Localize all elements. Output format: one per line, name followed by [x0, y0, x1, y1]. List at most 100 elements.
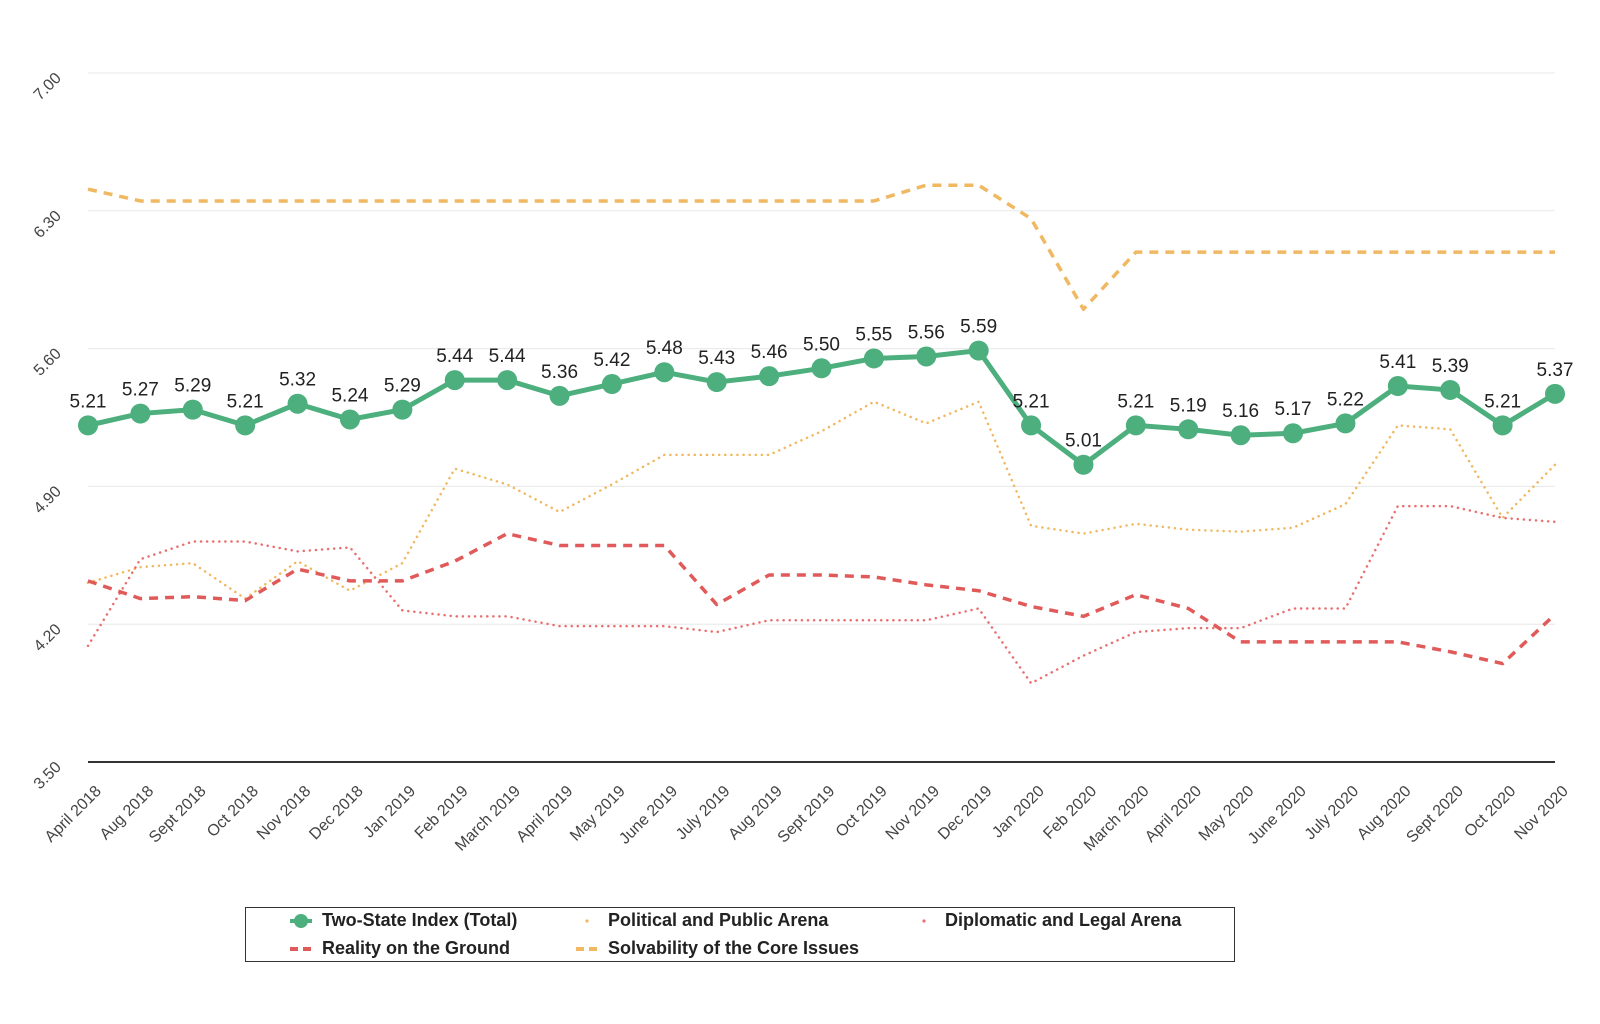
x-tick-label: Sept 2018: [146, 783, 210, 847]
legend-item-diplomatic-legal-arena[interactable]: Diplomatic and Legal Arena: [911, 910, 1181, 931]
y-tick-label: 7.00: [31, 70, 65, 104]
data-point: [549, 385, 570, 406]
legend: Two-State Index (Total) Political and Pu…: [245, 907, 1235, 962]
data-point: [1387, 376, 1408, 397]
series-line-political-and-public-arena: [86, 400, 1557, 600]
data-label: 5.50: [803, 334, 840, 355]
series-line-solvability-of-the-core-issues: [87, 183, 1555, 311]
data-label: 5.59: [960, 317, 997, 338]
x-tick-label: July 2019: [673, 783, 734, 844]
legend-item-reality-on-ground[interactable]: Reality on the Ground: [288, 938, 510, 959]
x-tick-label: Nov 2019: [883, 783, 944, 844]
legend-label: Two-State Index (Total): [322, 910, 518, 930]
data-point: [863, 348, 884, 369]
x-tick-label: Nov 2018: [254, 783, 315, 844]
x-tick-label: Jan 2020: [989, 783, 1048, 842]
data-point: [287, 393, 308, 414]
data-point: [601, 374, 622, 395]
data-point: [1492, 415, 1513, 436]
legend-marker-solid-circle-icon: [290, 913, 312, 928]
data-label: 5.29: [174, 376, 211, 397]
data-label: 5.39: [1432, 356, 1469, 377]
legend-item-two-state-index[interactable]: Two-State Index (Total): [288, 910, 517, 931]
data-label: 5.21: [1484, 391, 1521, 412]
x-tick-label: April 2018: [42, 783, 105, 846]
x-tick-label: April 2020: [1142, 783, 1205, 846]
y-tick-label: 6.30: [31, 208, 65, 242]
legend-label: Diplomatic and Legal Arena: [945, 910, 1182, 930]
data-point: [444, 370, 465, 391]
data-label: 5.29: [384, 376, 421, 397]
series-markers: [78, 340, 1565, 475]
x-tick-label: Jan 2019: [361, 783, 420, 842]
data-point: [968, 340, 989, 361]
data-point: [759, 366, 780, 387]
legend-marker-dot-icon: [922, 918, 926, 923]
data-label: 5.44: [489, 346, 526, 367]
data-point: [1335, 413, 1356, 434]
x-tick-label: Nov 2020: [1511, 783, 1572, 844]
x-tick-label: Dec 2018: [306, 783, 367, 844]
y-tick-label: 4.90: [31, 483, 65, 517]
data-point: [916, 346, 937, 367]
data-labels: 5.21 5.27 5.29 5.21 5.32 5.24 5.29 5.44 5.44 5.36…: [70, 317, 1574, 452]
legend-marker-dash-icon: [290, 946, 312, 951]
data-point: [497, 370, 518, 391]
data-label: 5.21: [227, 391, 264, 412]
data-label: 5.16: [1222, 401, 1259, 422]
data-point: [182, 399, 203, 420]
data-label: 5.19: [1170, 395, 1207, 416]
data-label: 5.42: [593, 350, 630, 371]
data-point: [1021, 415, 1042, 436]
data-label: 5.43: [698, 348, 735, 369]
data-point: [392, 399, 413, 420]
data-label: 5.21: [70, 391, 107, 412]
y-axis-ticks: 3.50 4.20 4.90 5.60 6.30 7.00: [31, 70, 65, 793]
x-tick-label: Dec 2019: [935, 783, 996, 844]
x-tick-label: Sept 2020: [1403, 783, 1467, 847]
legend-label: Political and Public Arena: [608, 910, 829, 930]
data-point: [1230, 425, 1251, 446]
data-point: [235, 415, 256, 436]
data-point: [811, 358, 832, 379]
data-point: [1178, 419, 1199, 440]
data-point: [1545, 383, 1565, 404]
data-label: 5.55: [855, 324, 892, 345]
data-point: [339, 409, 360, 430]
data-label: 5.56: [908, 322, 945, 343]
legend-label: Solvability of the Core Issues: [608, 938, 860, 958]
data-label: 5.17: [1275, 399, 1312, 420]
legend-label: Reality on the Ground: [322, 938, 511, 958]
data-label: 5.37: [1537, 360, 1574, 381]
data-point: [706, 372, 727, 393]
legend-item-solvability-core-issues[interactable]: Solvability of the Core Issues: [574, 938, 859, 959]
data-label: 5.21: [1013, 391, 1050, 412]
legend-marker-dash-icon: [576, 946, 598, 951]
data-point: [1283, 423, 1304, 444]
data-point: [78, 415, 98, 436]
data-label: 5.22: [1327, 389, 1364, 410]
data-point: [654, 362, 675, 383]
data-label: 5.44: [436, 346, 473, 367]
data-label: 5.46: [751, 342, 788, 363]
y-tick-label: 3.50: [31, 759, 65, 793]
data-label: 5.36: [541, 362, 578, 383]
series-line-reality-on-the-ground: [87, 531, 1557, 666]
data-point: [1073, 454, 1094, 475]
data-label: 5.21: [1117, 391, 1154, 412]
grid-lines: [88, 72, 1555, 625]
data-point: [1125, 415, 1146, 436]
x-tick-label: Sept 2019: [775, 783, 839, 847]
data-label: 5.27: [122, 380, 159, 401]
data-label: 5.32: [279, 370, 316, 391]
legend-item-political-public-arena[interactable]: Political and Public Arena: [574, 910, 828, 931]
y-tick-label: 4.20: [31, 621, 65, 655]
data-point: [130, 403, 151, 424]
data-label: 5.01: [1065, 431, 1102, 452]
y-tick-label: 5.60: [31, 345, 65, 379]
series-line-diplomatic-and-legal-arena: [86, 504, 1557, 685]
data-label: 5.41: [1379, 352, 1416, 373]
data-label: 5.48: [646, 338, 683, 359]
